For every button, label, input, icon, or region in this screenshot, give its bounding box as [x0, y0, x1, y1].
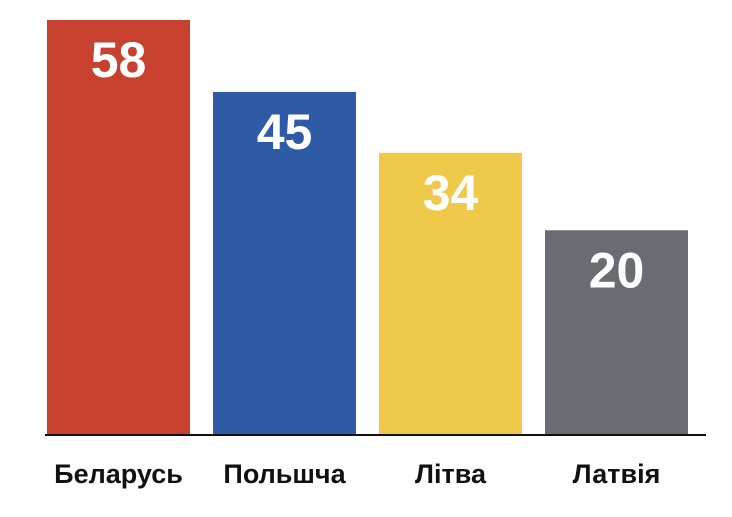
bar: [545, 230, 688, 435]
category-label: Польшча: [223, 459, 346, 489]
category-label: Беларусь: [54, 459, 183, 489]
category-label: Літва: [415, 459, 487, 489]
bar: [213, 91, 356, 435]
category-label: Латвія: [573, 459, 661, 489]
value-label: 45: [257, 104, 313, 160]
value-label: 34: [423, 165, 479, 221]
bar: [47, 20, 190, 435]
value-label: 20: [589, 242, 645, 298]
bar: [379, 152, 522, 436]
value-label: 58: [91, 32, 147, 88]
